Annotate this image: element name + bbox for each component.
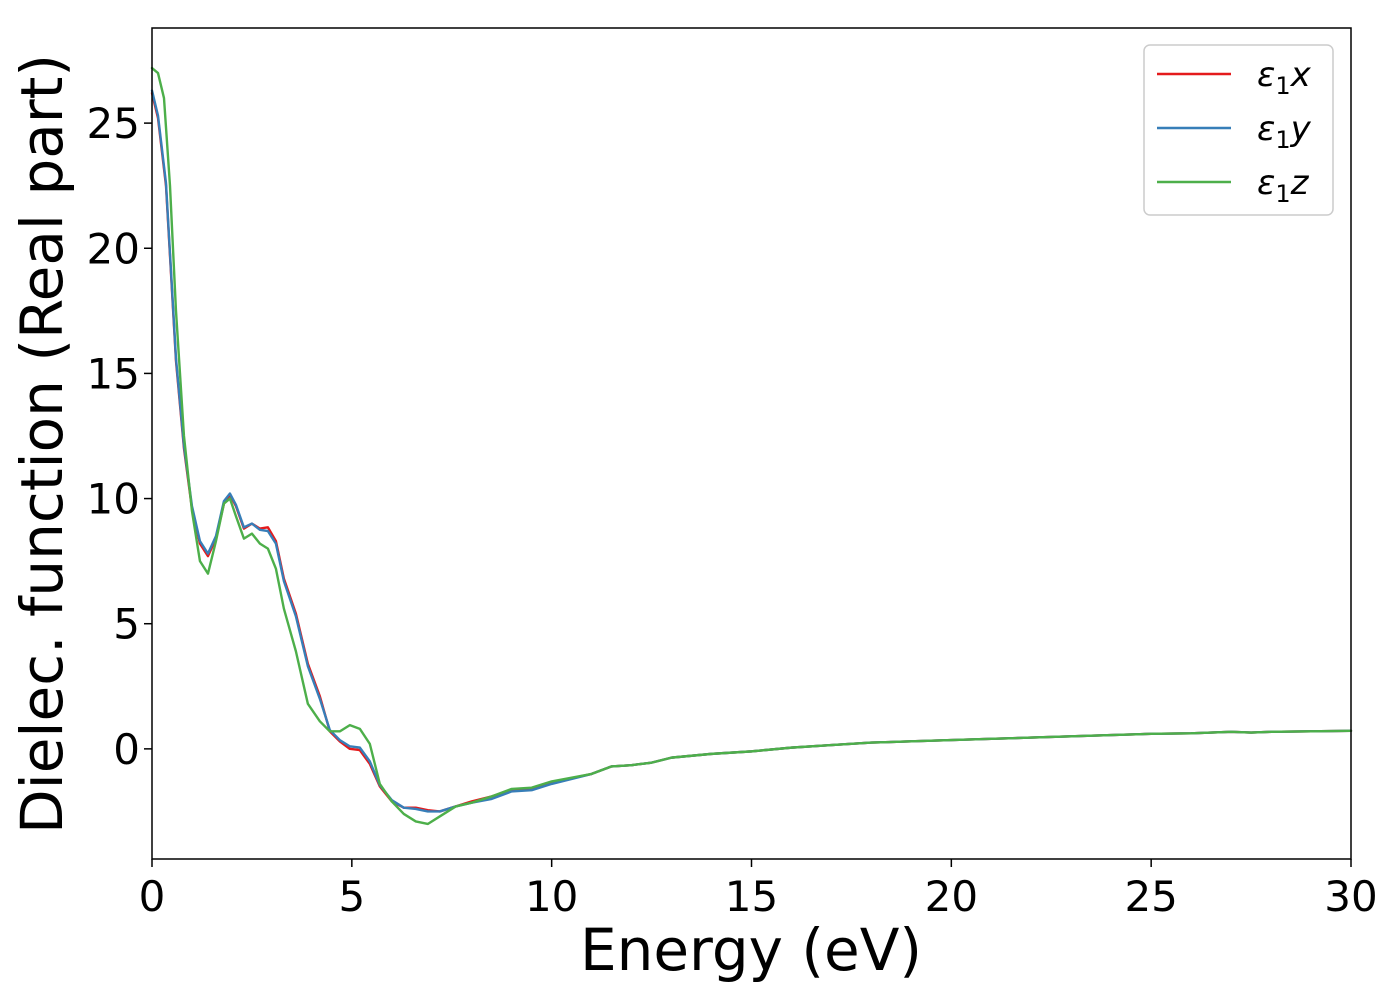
x-tick-label: 15 bbox=[725, 872, 778, 921]
legend-label-1: ε1x bbox=[1257, 55, 1312, 100]
x-tick-label: 10 bbox=[525, 872, 578, 921]
x-axis-title: Energy (eV) bbox=[580, 916, 922, 984]
series-line-3 bbox=[150, 66, 1353, 826]
legend-label-3: ε1z bbox=[1257, 163, 1310, 208]
y-axis-title: Dielec. function (Real part) bbox=[8, 54, 76, 834]
legend-box bbox=[1143, 44, 1334, 216]
y-tick-label: 15 bbox=[87, 349, 140, 398]
y-tick-label: 0 bbox=[113, 725, 140, 774]
legend-label-2: ε1y bbox=[1257, 109, 1312, 154]
y-axis-ticks: 0 5 10 15 20 25 bbox=[87, 99, 152, 774]
y-tick-label: 5 bbox=[113, 600, 140, 649]
x-tick-label: 5 bbox=[338, 872, 365, 921]
y-tick-label: 25 bbox=[87, 99, 140, 148]
x-axis-ticks: 0 5 10 15 20 25 30 bbox=[139, 859, 1378, 921]
x-tick-label: 25 bbox=[1124, 872, 1177, 921]
x-tick-label: 30 bbox=[1324, 872, 1377, 921]
y-tick-label: 20 bbox=[87, 224, 140, 273]
legend: ε1x ε1y ε1z bbox=[1143, 44, 1334, 216]
x-tick-label: 20 bbox=[925, 872, 978, 921]
plot-lines bbox=[150, 66, 1353, 826]
y-tick-label: 10 bbox=[87, 475, 140, 524]
x-tick-label: 0 bbox=[139, 872, 166, 921]
